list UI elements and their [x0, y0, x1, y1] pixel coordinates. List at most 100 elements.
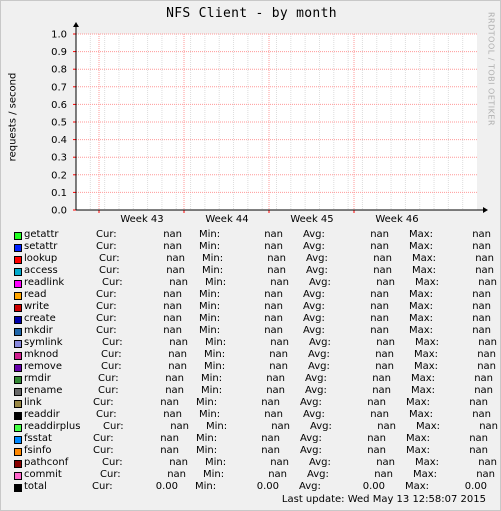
- legend-avg-value: nan: [370, 313, 389, 324]
- legend-cur-value: nan: [170, 421, 189, 432]
- legend-avg-label: Avg:: [300, 445, 322, 456]
- legend-series-name: access: [24, 265, 58, 276]
- chart-title: NFS Client - by month: [166, 6, 337, 21]
- legend-row: mkdir Cur: nan Min: nan Avg: nan Max: nan: [1, 325, 501, 337]
- legend-avg-label: Avg:: [309, 277, 331, 288]
- legend-color-swatch: [14, 472, 22, 480]
- legend-series-name: pathconf: [24, 457, 69, 468]
- legend-min-label: Min:: [195, 481, 217, 492]
- legend-row: readlink Cur: nan Min: nan Avg: nan Max: nan: [1, 277, 501, 289]
- legend-cur-label: Cur:: [93, 433, 114, 444]
- legend-max-value: nan: [469, 445, 488, 456]
- legend-color-swatch: [14, 376, 22, 384]
- legend-max-value: nan: [472, 229, 491, 240]
- legend-cur-value: nan: [160, 397, 179, 408]
- legend-series-name: readlink: [24, 277, 65, 288]
- legend-max-label: Max:: [414, 361, 439, 372]
- legend-avg-label: Avg:: [303, 301, 325, 312]
- legend-cur-label: Cur:: [92, 481, 113, 492]
- legend-cur-label: Cur:: [102, 277, 123, 288]
- legend-row: readdir Cur: nan Min: nan Avg: nan Max: nan: [1, 409, 501, 421]
- legend-min-value: nan: [264, 229, 283, 240]
- legend-cur-label: Cur:: [98, 373, 119, 384]
- x-tick-label: Week 45: [290, 214, 333, 225]
- legend-avg-label: Avg:: [300, 397, 322, 408]
- legend-avg-value: nan: [370, 325, 389, 336]
- legend-min-value: nan: [264, 313, 283, 324]
- legend-cur-label: Cur:: [101, 349, 122, 360]
- legend-color-swatch: [14, 460, 22, 468]
- legend-series-name: remove: [24, 361, 62, 372]
- legend-series-name: link: [24, 397, 42, 408]
- legend-avg-value: nan: [375, 361, 394, 372]
- legend-min-label: Min:: [199, 313, 221, 324]
- legend-cur-value: nan: [163, 325, 182, 336]
- legend-cur-value: nan: [163, 289, 182, 300]
- legend-cur-value: nan: [165, 385, 184, 396]
- legend-min-label: Min:: [199, 241, 221, 252]
- legend-min-label: Min:: [199, 229, 221, 240]
- legend-cur-value: nan: [160, 445, 179, 456]
- y-tick-label: 0.0: [51, 206, 67, 217]
- legend-max-label: Max:: [412, 253, 437, 264]
- legend-series-name: mkdir: [24, 325, 53, 336]
- legend-cur-value: nan: [168, 361, 187, 372]
- legend-cur-value: nan: [167, 469, 186, 480]
- legend-row: fsstat Cur: nan Min: nan Avg: nan Max: nan: [1, 433, 501, 445]
- legend-cur-value: nan: [169, 277, 188, 288]
- legend-max-value: nan: [478, 337, 497, 348]
- legend-color-swatch: [14, 316, 22, 324]
- legend-avg-value: nan: [370, 289, 389, 300]
- x-axis-arrow: [483, 207, 488, 213]
- legend-min-label: Min:: [204, 349, 226, 360]
- y-tick-label: 0.1: [51, 188, 67, 199]
- legend-min-label: Min:: [204, 361, 226, 372]
- legend-cur-label: Cur:: [93, 445, 114, 456]
- legend-avg-label: Avg:: [303, 409, 325, 420]
- legend-avg-label: Avg:: [310, 421, 332, 432]
- legend-row: remove Cur: nan Min: nan Avg: nan Max: nan: [1, 361, 501, 373]
- legend-row: rename Cur: nan Min: nan Avg: nan Max: nan: [1, 385, 501, 397]
- legend-row: fsinfo Cur: nan Min: nan Avg: nan Max: nan: [1, 445, 501, 457]
- legend-avg-label: Avg:: [306, 253, 328, 264]
- legend-max-label: Max:: [406, 397, 431, 408]
- legend-max-label: Max:: [409, 313, 434, 324]
- legend-min-value: nan: [266, 385, 285, 396]
- legend-series-name: fsstat: [24, 433, 52, 444]
- legend-max-label: Max:: [406, 433, 431, 444]
- legend-cur-label: Cur:: [99, 265, 120, 276]
- legend-avg-label: Avg:: [303, 289, 325, 300]
- legend-avg-label: Avg:: [303, 241, 325, 252]
- legend-row: mknod Cur: nan Min: nan Avg: nan Max: nan: [1, 349, 501, 361]
- legend-color-swatch: [14, 256, 22, 264]
- legend-avg-label: Avg:: [306, 265, 328, 276]
- legend-max-label: Max:: [411, 373, 436, 384]
- legend-min-label: Min:: [202, 253, 224, 264]
- legend-avg-label: Avg:: [308, 349, 330, 360]
- legend-row: setattr Cur: nan Min: nan Avg: nan Max: nan: [1, 241, 501, 253]
- legend-min-label: Min:: [199, 301, 221, 312]
- x-tick-label: Week 44: [205, 214, 248, 225]
- legend-series-name: readdir: [24, 409, 60, 420]
- legend-series-name: lookup: [24, 253, 58, 264]
- legend-min-label: Min:: [196, 433, 218, 444]
- last-update-text: Last update: Wed May 13 12:58:07 2015: [281, 494, 486, 505]
- legend-min-value: nan: [269, 361, 288, 372]
- legend-cur-value: nan: [163, 241, 182, 252]
- legend-avg-value: nan: [376, 337, 395, 348]
- legend-cur-label: Cur:: [99, 253, 120, 264]
- legend-min-label: Min:: [206, 421, 228, 432]
- legend-row: access Cur: nan Min: nan Avg: nan Max: nan: [1, 265, 501, 277]
- legend-row: symlink Cur: nan Min: nan Avg: nan Max: nan: [1, 337, 501, 349]
- legend-series-name: create: [24, 313, 56, 324]
- legend-avg-value: nan: [370, 241, 389, 252]
- legend-max-value: nan: [475, 265, 494, 276]
- legend-max-value: nan: [477, 349, 496, 360]
- legend-avg-value: nan: [373, 265, 392, 276]
- legend-max-label: Max:: [405, 481, 430, 492]
- legend-max-value: nan: [472, 409, 491, 420]
- y-tick-label: 0.4: [51, 135, 67, 146]
- y-tick-label: 0.2: [51, 170, 67, 181]
- legend-min-value: nan: [261, 397, 280, 408]
- legend-color-swatch: [14, 400, 22, 408]
